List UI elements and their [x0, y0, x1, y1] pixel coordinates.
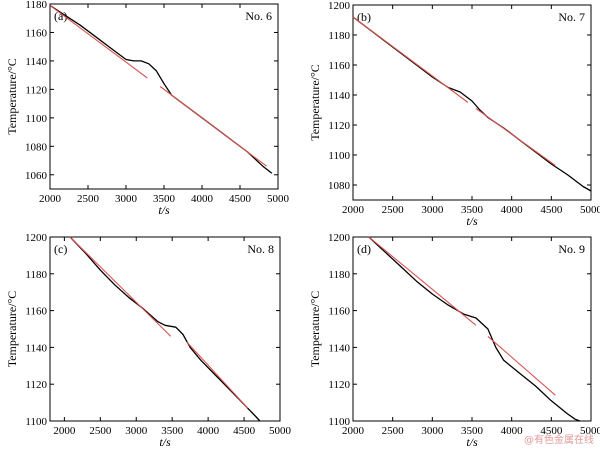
- x-tick-label: 4500: [233, 425, 256, 437]
- measured-curve: [368, 236, 581, 422]
- fit-line: [475, 108, 556, 166]
- y-tick-label: 1140: [25, 56, 47, 68]
- x-tick-label: 3000: [115, 193, 138, 205]
- fit-line: [487, 335, 556, 396]
- plot-frame: [352, 4, 592, 201]
- y-tick-label: 1200: [328, 0, 351, 12]
- plot-frame: [49, 3, 279, 190]
- x-tick-label: 2000: [342, 425, 365, 437]
- sample-label: No. 9: [558, 242, 585, 256]
- x-tick-label: 3500: [153, 193, 176, 205]
- x-tick-label: 2500: [77, 193, 100, 205]
- y-axis-label: Temperature/°C: [5, 291, 19, 368]
- x-tick-label: 5000: [269, 425, 292, 437]
- y-tick-label: 1100: [25, 113, 47, 125]
- x-axis-label: t/s: [159, 435, 171, 449]
- y-tick-label: 1160: [25, 306, 47, 318]
- x-tick-label: 4000: [501, 425, 524, 437]
- x-axis-label: t/s: [466, 435, 478, 449]
- x-tick-label: 5000: [267, 193, 290, 205]
- y-tick-label: 1140: [328, 342, 350, 354]
- x-tick-label: 3000: [125, 425, 148, 437]
- y-tick-label: 1060: [25, 170, 48, 182]
- y-tick-label: 1140: [25, 342, 47, 354]
- x-tick-label: 2000: [342, 204, 365, 216]
- y-tick-label: 1080: [328, 180, 351, 192]
- y-tick-label: 1200: [25, 232, 48, 244]
- x-tick-label: 4500: [540, 204, 563, 216]
- x-tick-label: 5000: [580, 425, 600, 437]
- sample-label: No. 8: [247, 242, 274, 256]
- x-tick-label: 4500: [229, 193, 252, 205]
- fit-line: [159, 86, 267, 167]
- x-tick-label: 3000: [421, 425, 444, 437]
- y-tick-label: 1100: [25, 416, 47, 428]
- y-tick-label: 1120: [328, 379, 350, 391]
- y-tick-label: 1180: [25, 269, 47, 281]
- plot-frame: [352, 236, 592, 422]
- y-tick-label: 1120: [25, 84, 47, 96]
- x-tick-label: 3500: [161, 425, 184, 437]
- y-axis-label: Temperature/°C: [308, 291, 322, 368]
- x-tick-label: 2500: [382, 204, 405, 216]
- x-tick-label: 4500: [540, 425, 563, 437]
- y-tick-label: 1160: [328, 306, 350, 318]
- x-tick-label: 3000: [421, 204, 444, 216]
- chart-panel-1: 2000 2500 3000 3500 4000 4500 5000 1060 1080 1100…: [5, 0, 290, 217]
- y-tick-label: 1180: [328, 30, 350, 42]
- y-tick-label: 1140: [328, 90, 350, 102]
- y-axis-label: Temperature/°C: [5, 58, 19, 135]
- y-tick-label: 1180: [25, 0, 47, 11]
- x-tick-label: 2500: [89, 425, 112, 437]
- plot-frame: [49, 236, 281, 422]
- panel-letter: (c): [54, 242, 67, 256]
- x-tick-label: 5000: [580, 204, 600, 216]
- x-tick-label: 3500: [461, 425, 484, 437]
- fit-line: [368, 236, 477, 326]
- y-tick-label: 1180: [328, 269, 350, 281]
- x-tick-label: 4000: [197, 425, 220, 437]
- sample-label: No. 7: [558, 10, 585, 24]
- x-tick-label: 2000: [53, 425, 76, 437]
- y-axis-label: Temperature/°C: [308, 64, 322, 141]
- x-axis-label: t/s: [158, 203, 170, 217]
- y-tick-label: 1160: [25, 27, 47, 39]
- chart-panel-3: 2000 2500 3000 3500 4000 4500 5000 1100 1120 1140…: [5, 232, 292, 449]
- y-tick-label: 1160: [328, 60, 350, 72]
- x-axis-label: t/s: [466, 214, 478, 228]
- sample-label: No. 6: [245, 9, 272, 23]
- fit-line: [69, 236, 172, 337]
- y-tick-label: 1120: [25, 379, 47, 391]
- x-tick-label: 2000: [39, 193, 62, 205]
- y-tick-label: 1080: [25, 141, 48, 153]
- x-tick-label: 4000: [501, 204, 524, 216]
- x-tick-label: 2500: [382, 425, 405, 437]
- panel-letter: (b): [357, 10, 371, 24]
- y-tick-label: 1100: [328, 416, 350, 428]
- chart-panel-4: 2000 2500 3000 3500 4000 4500 5000 1100 1120 1140…: [308, 232, 600, 449]
- x-tick-label: 4000: [191, 193, 214, 205]
- x-tick-label: 3500: [461, 204, 484, 216]
- y-tick-label: 1120: [328, 120, 350, 132]
- y-tick-label: 1200: [328, 232, 351, 244]
- fit-line: [49, 4, 148, 79]
- watermark-text: @有色金属在线: [524, 435, 594, 446]
- panel-letter: (d): [357, 242, 371, 256]
- chart-panel-2: 2000 2500 3000 3500 4000 4500 5000 1080 1100 1120…: [308, 0, 600, 228]
- panel-letter: (a): [54, 9, 67, 23]
- fit-line: [186, 341, 249, 409]
- fit-line: [352, 16, 469, 103]
- y-tick-label: 1100: [328, 150, 350, 162]
